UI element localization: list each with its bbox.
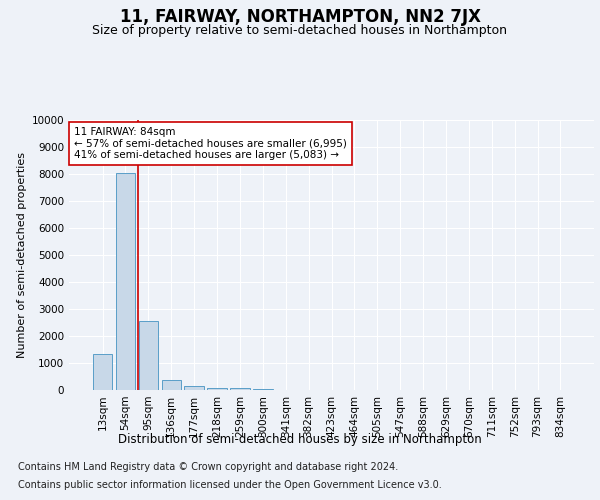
Text: Contains public sector information licensed under the Open Government Licence v3: Contains public sector information licen… [18, 480, 442, 490]
Bar [208, 388, 227, 390]
Text: Distribution of semi-detached houses by size in Northampton: Distribution of semi-detached houses by … [118, 432, 482, 446]
Y-axis label: Number of semi-detached properties: Number of semi-detached properties [17, 152, 28, 358]
Text: Contains HM Land Registry data © Crown copyright and database right 2024.: Contains HM Land Registry data © Crown c… [18, 462, 398, 472]
Bar [253, 388, 272, 390]
Text: 11, FAIRWAY, NORTHAMPTON, NN2 7JX: 11, FAIRWAY, NORTHAMPTON, NN2 7JX [119, 8, 481, 26]
Bar [184, 386, 204, 390]
Bar [161, 380, 181, 390]
Bar [116, 172, 135, 390]
Bar [93, 354, 112, 390]
Bar [139, 321, 158, 390]
Text: Size of property relative to semi-detached houses in Northampton: Size of property relative to semi-detach… [92, 24, 508, 37]
Bar [230, 388, 250, 390]
Text: 11 FAIRWAY: 84sqm
← 57% of semi-detached houses are smaller (6,995)
41% of semi-: 11 FAIRWAY: 84sqm ← 57% of semi-detached… [74, 126, 347, 160]
